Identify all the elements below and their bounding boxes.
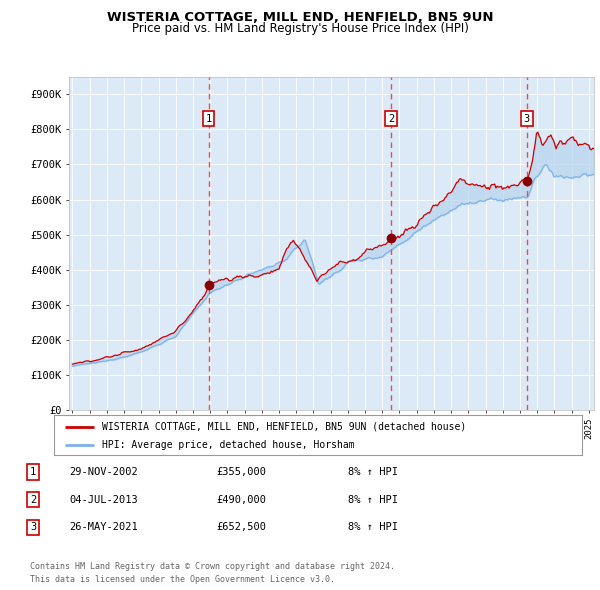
Text: £355,000: £355,000	[216, 467, 266, 477]
Text: 3: 3	[524, 114, 530, 124]
Text: £490,000: £490,000	[216, 495, 266, 504]
Text: Price paid vs. HM Land Registry's House Price Index (HPI): Price paid vs. HM Land Registry's House …	[131, 22, 469, 35]
Text: £652,500: £652,500	[216, 523, 266, 532]
Text: 2: 2	[30, 495, 36, 504]
Text: WISTERIA COTTAGE, MILL END, HENFIELD, BN5 9UN: WISTERIA COTTAGE, MILL END, HENFIELD, BN…	[107, 11, 493, 24]
Text: 8% ↑ HPI: 8% ↑ HPI	[348, 495, 398, 504]
Text: 2: 2	[388, 114, 394, 124]
Text: This data is licensed under the Open Government Licence v3.0.: This data is licensed under the Open Gov…	[30, 575, 335, 584]
Text: 26-MAY-2021: 26-MAY-2021	[69, 523, 138, 532]
Text: 8% ↑ HPI: 8% ↑ HPI	[348, 467, 398, 477]
Text: HPI: Average price, detached house, Horsham: HPI: Average price, detached house, Hors…	[101, 441, 354, 450]
Text: 8% ↑ HPI: 8% ↑ HPI	[348, 523, 398, 532]
Text: 1: 1	[205, 114, 212, 124]
Text: 04-JUL-2013: 04-JUL-2013	[69, 495, 138, 504]
Text: WISTERIA COTTAGE, MILL END, HENFIELD, BN5 9UN (detached house): WISTERIA COTTAGE, MILL END, HENFIELD, BN…	[101, 422, 466, 432]
Text: 3: 3	[30, 523, 36, 532]
Text: 29-NOV-2002: 29-NOV-2002	[69, 467, 138, 477]
Text: Contains HM Land Registry data © Crown copyright and database right 2024.: Contains HM Land Registry data © Crown c…	[30, 562, 395, 571]
Text: 1: 1	[30, 467, 36, 477]
